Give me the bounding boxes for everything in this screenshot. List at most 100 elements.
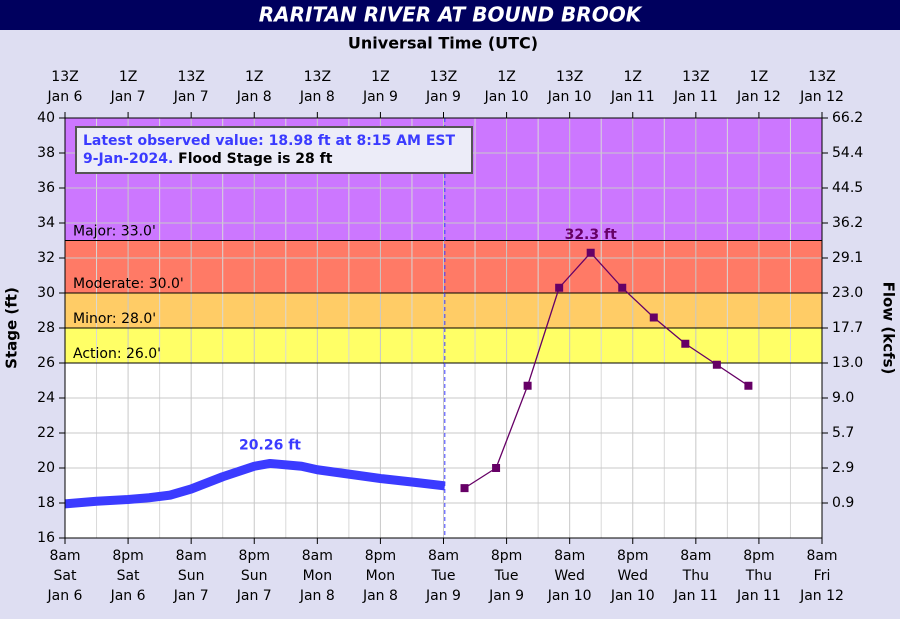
y2-tick-label: 54.4 [832, 145, 863, 161]
forecast-point [460, 484, 469, 493]
y2-tick-label: 5.7 [832, 425, 854, 441]
y-tick-label: 40 [37, 110, 55, 126]
x-tick-label: Sat [117, 568, 140, 584]
x2-tick-label: 1Z [750, 69, 769, 85]
x-tick-label: Tue [494, 568, 519, 584]
y2-tick-label: 9.0 [832, 390, 854, 406]
x2-tick-label: Jan 11 [673, 89, 718, 105]
y2-tick-label: 17.7 [832, 320, 863, 336]
y-tick-label: 28 [37, 320, 55, 336]
x-tick-label: Jan 9 [425, 588, 461, 604]
info-observed: Latest observed value: 18.98 ft at 8:15 … [83, 133, 456, 167]
y2-tick-label: 23.0 [832, 285, 863, 301]
y-tick-label: 18 [37, 495, 55, 511]
x2-tick-label: 1Z [245, 69, 264, 85]
x2-tick-label: 13Z [682, 69, 709, 85]
x2-tick-label: 13Z [808, 69, 835, 85]
chart-title: RARITAN RIVER AT BOUND BROOK [259, 3, 643, 27]
x2-tick-label: 1Z [119, 69, 138, 85]
forecast-point [586, 248, 595, 257]
x2-tick-label: 1Z [624, 69, 643, 85]
x2-tick-label: Jan 12 [799, 89, 844, 105]
x-tick-label: 8am [49, 548, 80, 564]
plot-border [64, 117, 823, 539]
x-tick-label: 8pm [112, 548, 143, 564]
y-tick-label: 24 [37, 390, 55, 406]
x-tick-label: 8pm [239, 548, 270, 564]
x-tick-label: Sat [54, 568, 77, 584]
y2-tick-label: 0.9 [832, 495, 854, 511]
x2-tick-label: 13Z [556, 69, 583, 85]
y2-tick-label: 13.0 [832, 355, 863, 371]
x2-tick-label: 13Z [430, 69, 457, 85]
x-tick-label: Jan 11 [673, 588, 718, 604]
threshold-label: Action: 26.0' [73, 346, 161, 362]
x-tick-label: Wed [617, 568, 648, 584]
y-tick-label: 32 [37, 250, 55, 266]
y-tick-label: 16 [37, 530, 55, 546]
title-bar [0, 0, 900, 30]
x-tick-label: Sun [241, 568, 268, 584]
y2-axis-label: Flow (kcfs) [880, 282, 898, 375]
x-tick-label: Thu [682, 568, 709, 584]
x-tick-label: Jan 8 [362, 588, 398, 604]
x2-tick-label: Jan 10 [547, 89, 592, 105]
chart-subtitle: Universal Time (UTC) [348, 34, 538, 53]
x-tick-label: Mon [366, 568, 396, 584]
threshold-label: Major: 33.0' [73, 224, 156, 240]
x-tick-label: 8am [302, 548, 333, 564]
x2-tick-label: Jan 8 [299, 89, 335, 105]
x-tick-label: Jan 7 [236, 588, 272, 604]
x-tick-label: Jan 9 [488, 588, 524, 604]
x-tick-label: Jan 10 [610, 588, 655, 604]
forecast-point [681, 339, 690, 348]
y-tick-label: 22 [37, 425, 55, 441]
forecast-point [492, 464, 501, 472]
x-tick-label: Jan 7 [173, 588, 209, 604]
x-tick-label: 8am [428, 548, 459, 564]
x-tick-label: Mon [303, 568, 333, 584]
x2-tick-label: Jan 10 [484, 89, 529, 105]
x2-tick-label: 13Z [304, 69, 331, 85]
x-tick-label: Tue [431, 568, 456, 584]
y-tick-label: 26 [37, 355, 55, 371]
y-axis-label: Stage (ft) [3, 287, 21, 369]
forecast-point [555, 283, 564, 292]
x-tick-label: 8am [680, 548, 711, 564]
y2-tick-label: 2.9 [832, 460, 854, 476]
x2-tick-label: 13Z [177, 69, 204, 85]
y-tick-label: 20 [37, 460, 55, 476]
forecast-line [464, 252, 749, 489]
x-tick-label: Fri [814, 568, 831, 584]
x2-tick-label: 1Z [497, 69, 516, 85]
x-tick-label: Jan 8 [299, 588, 335, 604]
x-tick-label: 8am [554, 548, 585, 564]
x-tick-label: Jan 10 [547, 588, 592, 604]
threshold-label: Moderate: 30.0' [73, 276, 184, 292]
y-tick-label: 36 [37, 180, 55, 196]
x-tick-label: 8pm [617, 548, 648, 564]
x-tick-label: 8pm [491, 548, 522, 564]
x-tick-label: 8pm [365, 548, 396, 564]
y2-tick-label: 66.2 [832, 110, 863, 126]
annotation: 20.26 ft [239, 437, 301, 453]
x2-tick-label: Jan 7 [173, 89, 209, 105]
forecast-point [649, 313, 658, 322]
x2-tick-label: Jan 8 [236, 89, 272, 105]
x-tick-label: 8am [806, 548, 837, 564]
x2-tick-label: 13Z [51, 69, 78, 85]
observed-line [64, 458, 446, 509]
threshold-label: Minor: 28.0' [73, 311, 156, 327]
annotation: 32.3 ft [565, 227, 618, 243]
y2-tick-label: 36.2 [832, 215, 863, 231]
forecast-point [712, 360, 721, 369]
y-tick-label: 34 [37, 215, 55, 231]
x-tick-label: Wed [554, 568, 585, 584]
x-tick-label: Jan 6 [47, 588, 83, 604]
x-tick-label: 8am [176, 548, 207, 564]
x2-tick-label: Jan 9 [425, 89, 461, 105]
forecast-point [523, 381, 532, 390]
x-tick-label: Jan 12 [799, 588, 844, 604]
